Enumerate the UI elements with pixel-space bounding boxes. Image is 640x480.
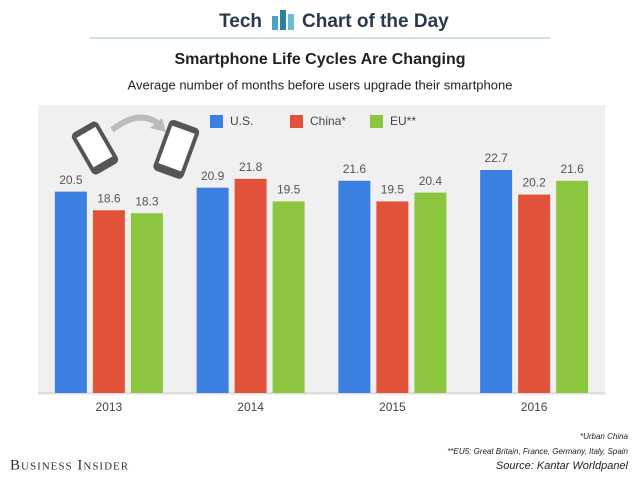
x-tick-label: 2016 (521, 400, 548, 414)
header-left: Tech (219, 11, 262, 32)
phone-illustration (71, 114, 200, 179)
value-label: 19.5 (277, 183, 301, 197)
bar (272, 201, 305, 393)
value-label: 19.5 (381, 183, 405, 197)
header-right: Chart of the Day (302, 11, 449, 32)
value-label: 20.4 (419, 174, 443, 188)
bar (556, 180, 589, 393)
bar (92, 210, 125, 393)
value-label: 21.6 (343, 162, 367, 176)
bar (376, 201, 409, 393)
value-label: 20.9 (201, 169, 225, 183)
x-tick-label: 2013 (96, 400, 123, 414)
footnote: **EU5: Great Britain, France, Germany, I… (447, 447, 628, 456)
x-tick-label: 2014 (237, 400, 264, 414)
bar (518, 194, 551, 393)
value-label: 21.8 (239, 160, 263, 174)
header-icon (272, 10, 294, 30)
legend-label: EU** (390, 114, 416, 128)
value-label: 18.6 (97, 191, 121, 205)
chart-title: Smartphone Life Cycles Are Changing (174, 51, 465, 68)
source: Source: Kantar Worldpanel (496, 460, 629, 472)
value-label: 18.3 (135, 194, 159, 208)
footnote: *Urban China (580, 432, 629, 441)
legend-swatch (370, 115, 383, 128)
x-tick-label: 2015 (379, 400, 406, 414)
value-label: 20.5 (59, 173, 83, 187)
legend-label: China* (310, 114, 346, 128)
bar (480, 170, 513, 393)
bar (196, 187, 229, 393)
legend-label: U.S. (230, 114, 253, 128)
chart-subtitle: Average number of months before users up… (128, 77, 513, 92)
bar (130, 213, 163, 393)
bar (54, 191, 87, 393)
value-label: 20.2 (522, 176, 546, 190)
legend-swatch (290, 115, 303, 128)
bar (234, 178, 267, 393)
value-label: 22.7 (484, 151, 508, 165)
bar (338, 180, 371, 393)
value-label: 21.6 (560, 162, 584, 176)
legend-swatch (210, 115, 223, 128)
bar (414, 192, 447, 393)
brand: Business Insider (10, 457, 129, 473)
